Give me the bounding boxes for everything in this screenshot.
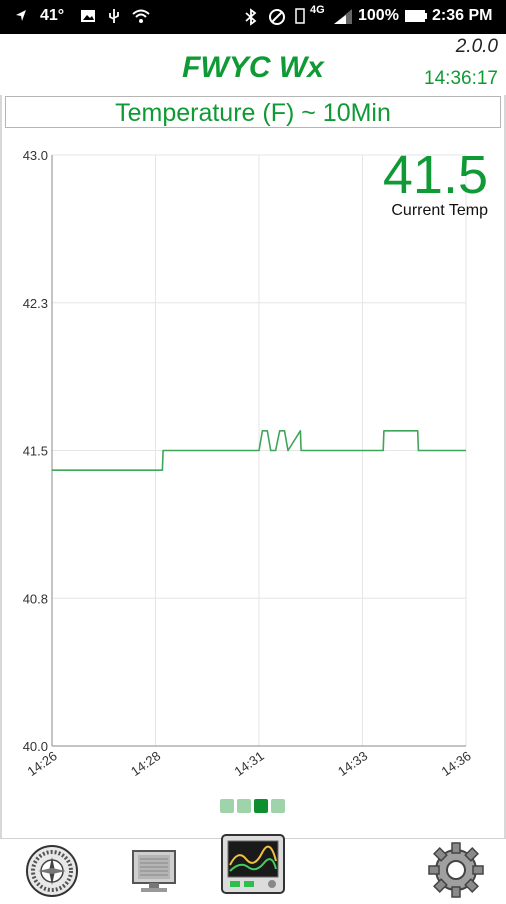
y-tick-label: 40.0 — [23, 739, 48, 754]
x-tick-label: 14:31 — [231, 748, 266, 779]
status-bar: 41° 4G 100% 2:36 PM — [0, 0, 506, 34]
temperature-chart: 43.042.341.540.840.0 14:26 14:28 14:31 14:3… — [23, 148, 474, 779]
frame-border-left — [0, 34, 2, 900]
page-dot[interactable] — [237, 799, 251, 813]
app-title: FWYC Wx — [182, 51, 324, 84]
wifi-icon — [132, 8, 150, 24]
y-tick-label: 43.0 — [23, 148, 48, 163]
do-not-disturb-icon — [268, 8, 285, 25]
compass-dial-icon[interactable] — [22, 839, 92, 901]
monitor-data-icon[interactable] — [125, 839, 195, 901]
status-time: 2:36 PM — [432, 7, 493, 24]
page-indicator — [220, 799, 288, 815]
current-temp-label: Current Temp — [391, 202, 488, 219]
x-tick-label: 14:33 — [335, 748, 370, 779]
x-tick-labels: 14:26 14:28 14:31 14:33 14:36 — [24, 748, 473, 779]
x-tick-label: 14:36 — [438, 748, 473, 779]
current-temp-readout: 41.5 Current Temp — [383, 148, 488, 220]
status-temperature: 41° — [40, 7, 65, 24]
usb-icon — [106, 8, 122, 24]
gear-icon[interactable] — [425, 839, 495, 901]
page-dot[interactable] — [254, 799, 268, 813]
signal-icon — [332, 8, 352, 24]
app-version: 2.0.0 — [455, 36, 498, 57]
bottom-nav — [0, 834, 506, 901]
network-type: 4G — [310, 4, 325, 16]
bluetooth-icon — [244, 8, 260, 26]
y-tick-label: 41.5 — [23, 444, 48, 459]
frame-border-right — [504, 34, 506, 900]
chart-monitor-icon[interactable] — [218, 831, 288, 894]
app-clock: 14:36:17 — [424, 68, 498, 89]
image-icon — [80, 8, 96, 24]
battery-percent: 100% — [358, 7, 399, 24]
x-tick-label: 14:28 — [128, 748, 163, 779]
chart-axes — [51, 155, 466, 747]
page-dot[interactable] — [271, 799, 285, 813]
temperature-series-line — [52, 430, 466, 471]
page-dot[interactable] — [220, 799, 234, 813]
app-header: FWYC Wx 2.0.0 14:36:17 — [0, 34, 506, 95]
vibrate-icon — [294, 8, 310, 24]
chart-title: Temperature (F) ~ 10Min — [5, 96, 501, 128]
current-temp-value: 41.5 — [382, 145, 488, 205]
y-tick-label: 40.8 — [23, 591, 48, 606]
battery-icon — [404, 8, 427, 24]
y-tick-labels: 43.0 42.3 41.5 40.8 40.0 — [23, 148, 48, 754]
chart-series — [52, 430, 466, 471]
y-tick-label: 42.3 — [23, 296, 48, 311]
navigation-arrow-icon — [14, 9, 30, 25]
